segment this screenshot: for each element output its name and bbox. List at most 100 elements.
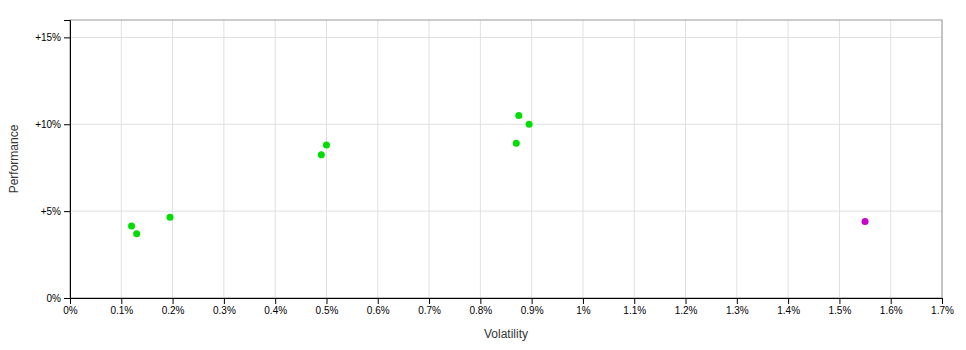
grid (70, 20, 942, 298)
x-tick: 1.7% (931, 298, 954, 316)
plot-frame (70, 20, 942, 298)
x-tick-label: 1% (576, 305, 591, 316)
point (513, 140, 520, 147)
y-tick: +5% (41, 206, 70, 217)
y-tick-label: +15% (35, 32, 61, 43)
x-tick: 1.2% (675, 298, 698, 316)
y-tick: +10% (35, 119, 70, 130)
point (515, 112, 522, 119)
grid-line-y (70, 211, 942, 212)
x-tick: 0.4% (264, 298, 287, 316)
series (128, 112, 533, 237)
x-tick-label: 0.8% (469, 305, 492, 316)
y-axis: 0% +5% +10% +15% (35, 21, 70, 304)
point (318, 151, 325, 158)
y-tick-label: +5% (41, 206, 61, 217)
x-tick: 0.1% (110, 298, 133, 316)
grid-line-x (736, 20, 737, 298)
x-tick-label: 0.3% (213, 305, 236, 316)
x-tick: 0.2% (162, 298, 185, 316)
grid-line-y (70, 124, 942, 125)
x-tick: 1% (576, 298, 591, 316)
y-tick-mark (64, 37, 70, 38)
y-tick: +15% (35, 32, 70, 43)
x-tick-mark (480, 298, 481, 304)
x-tick-mark (686, 298, 687, 304)
x-tick-label: 0.6% (367, 305, 390, 316)
y-axis-title: Performance (7, 124, 21, 193)
x-tick-label: 1.4% (777, 305, 800, 316)
x-tick-label: 0.1% (110, 305, 133, 316)
point (526, 121, 533, 128)
grid-line-y (70, 37, 942, 38)
x-tick-mark (788, 298, 789, 304)
point (128, 222, 135, 229)
x-tick-label: 0.2% (162, 305, 185, 316)
grid-line-x (275, 20, 276, 298)
grid-line-x (223, 20, 224, 298)
x-tick-mark (942, 298, 943, 304)
x-tick-label: 0.9% (521, 305, 544, 316)
x-tick-label: 1.3% (726, 305, 749, 316)
x-tick: 0.6% (367, 298, 390, 316)
point (167, 214, 174, 221)
grid-line-x (531, 20, 532, 298)
grid-line-x (582, 20, 583, 298)
x-tick-mark (891, 298, 892, 304)
plot-area (128, 112, 869, 237)
grid-line-x (377, 20, 378, 298)
x-axis-title: Volatility (484, 327, 528, 341)
x-tick: 1.6% (880, 298, 903, 316)
grid-line-x (685, 20, 686, 298)
x-tick-label: 1.1% (623, 305, 646, 316)
y-axis-line (64, 21, 71, 299)
grid-line-x (634, 20, 635, 298)
x-tick-mark (429, 298, 430, 304)
x-tick-mark (583, 298, 584, 304)
x-tick-label: 1.5% (829, 305, 852, 316)
x-tick-mark (532, 298, 533, 304)
grid-line-x (326, 20, 327, 298)
x-tick-mark (737, 298, 738, 304)
point (862, 218, 869, 225)
y-tick-mark (64, 211, 70, 212)
grid-line-x (121, 20, 122, 298)
x-tick-mark (634, 298, 635, 304)
x-tick-mark (326, 298, 327, 304)
x-tick-label: 1.2% (675, 305, 698, 316)
x-tick: 0.9% (521, 298, 544, 316)
y-tick-mark (64, 124, 70, 125)
grid-line-x (429, 20, 430, 298)
grid-line-x (890, 20, 891, 298)
x-tick: 0.5% (316, 298, 339, 316)
point (323, 142, 330, 149)
x-axis: 0% 0.1% 0.2% 0.3% 0.4% 0.5% 0.6% 0.7% 0.8% 0.9% 1%… (63, 298, 954, 316)
x-tick-mark (378, 298, 379, 304)
y-tick-label: +10% (35, 119, 61, 130)
x-tick-label: 0.7% (418, 305, 441, 316)
x-axis-line (71, 299, 943, 305)
series (862, 218, 869, 225)
x-tick: 1.4% (777, 298, 800, 316)
point (133, 230, 140, 237)
x-tick: 0.3% (213, 298, 236, 316)
x-tick-mark (275, 298, 276, 304)
grid-line-x (788, 20, 789, 298)
x-tick-label: 0% (63, 305, 78, 316)
grid-line-x (839, 20, 840, 298)
x-tick: 1.3% (726, 298, 749, 316)
grid-line-x (172, 20, 173, 298)
grid-line-x (480, 20, 481, 298)
x-tick-label: 0.4% (264, 305, 287, 316)
y-tick: 0% (47, 293, 70, 304)
y-tick-mark (64, 298, 70, 299)
x-tick-label: 0.5% (316, 305, 339, 316)
x-tick: 1.1% (623, 298, 646, 316)
x-tick-label: 1.6% (880, 305, 903, 316)
chart: 0% 0.1% 0.2% 0.3% 0.4% 0.5% 0.6% 0.7% 0.8% 0.9% 1%… (0, 0, 966, 350)
x-tick-mark (839, 298, 840, 304)
x-tick-mark (173, 298, 174, 304)
x-tick: 0% (63, 298, 78, 316)
x-tick-label: 1.7% (931, 305, 954, 316)
x-tick-mark (121, 298, 122, 304)
